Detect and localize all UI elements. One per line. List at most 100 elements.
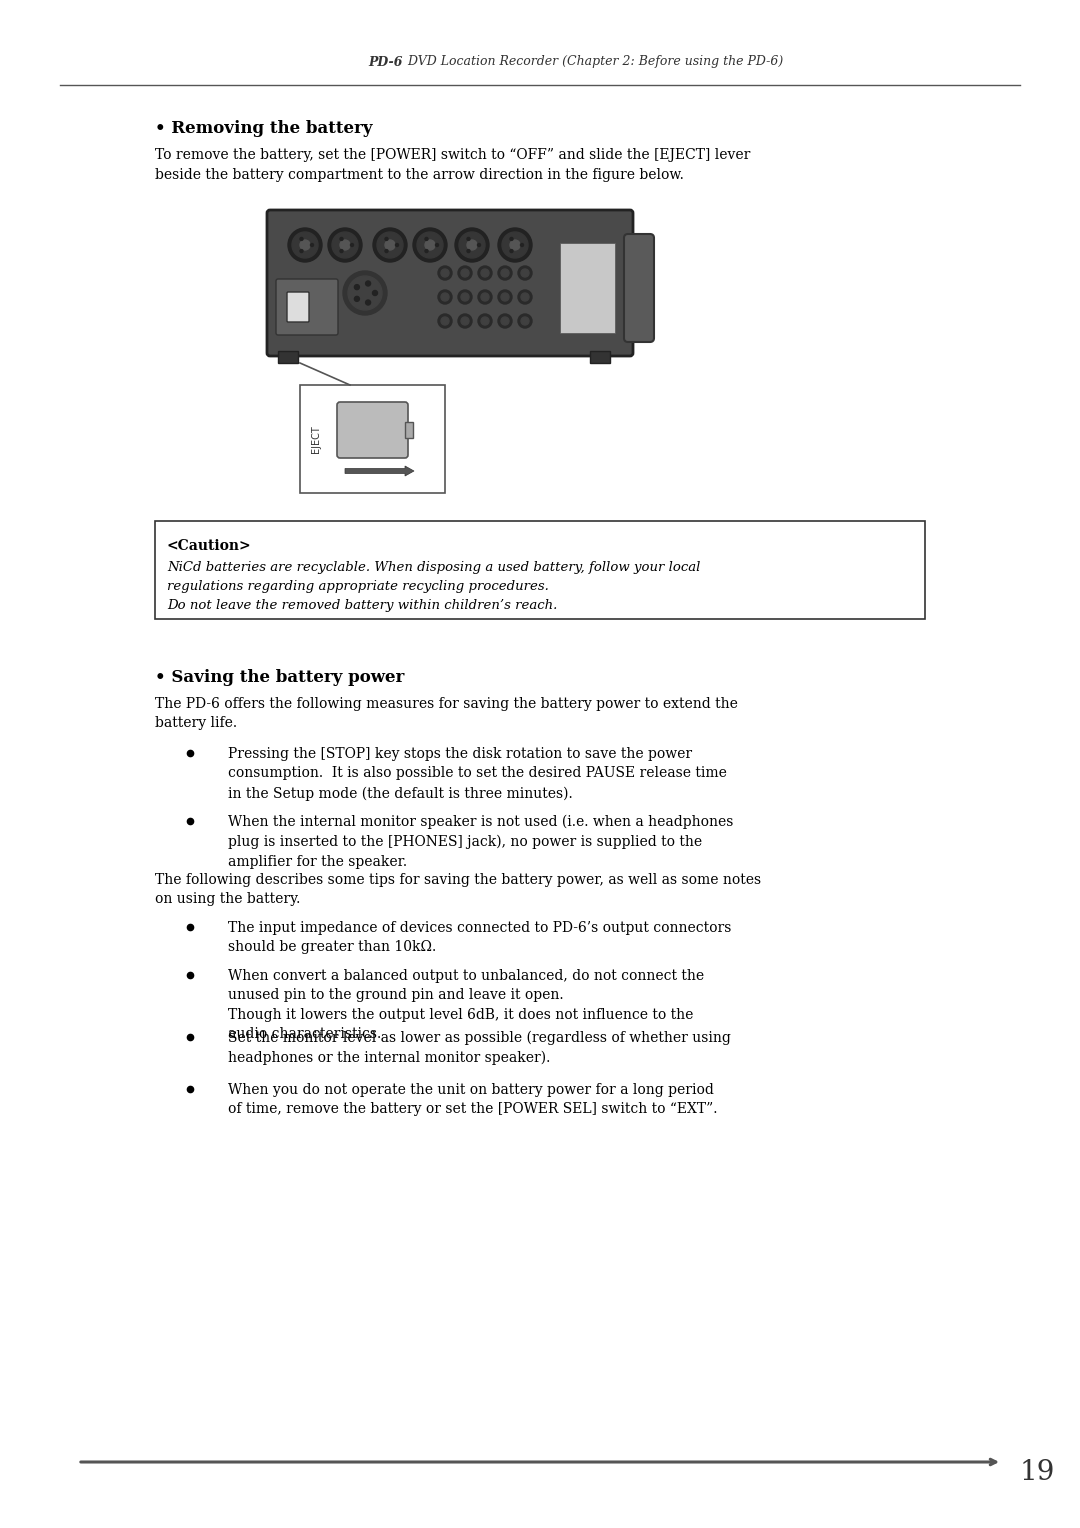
Circle shape (351, 243, 353, 246)
Circle shape (498, 290, 512, 304)
Text: Set the monitor level as lower as possible (regardless of whether using
headphon: Set the monitor level as lower as possib… (228, 1031, 731, 1065)
FancyBboxPatch shape (300, 385, 445, 494)
Circle shape (395, 243, 399, 246)
Circle shape (501, 293, 509, 301)
Circle shape (455, 228, 489, 261)
Circle shape (426, 237, 428, 240)
Circle shape (478, 266, 492, 280)
Circle shape (518, 313, 532, 329)
Circle shape (510, 240, 519, 251)
Circle shape (300, 240, 310, 251)
Text: To remove the battery, set the [POWER] switch to “OFF” and slide the [EJECT] lev: To remove the battery, set the [POWER] s… (156, 148, 751, 182)
Circle shape (438, 266, 453, 280)
Circle shape (478, 290, 492, 304)
Text: The PD-6 offers the following measures for saving the battery power to extend th: The PD-6 offers the following measures f… (156, 697, 738, 730)
Circle shape (328, 228, 362, 261)
Circle shape (467, 240, 477, 251)
Text: • Removing the battery: • Removing the battery (156, 121, 373, 138)
Circle shape (501, 269, 509, 277)
Bar (561, 243, 615, 333)
FancyBboxPatch shape (287, 292, 309, 322)
Circle shape (498, 313, 512, 329)
Circle shape (417, 232, 443, 258)
Circle shape (481, 316, 489, 325)
Text: EJECT: EJECT (311, 425, 321, 452)
Circle shape (458, 290, 472, 304)
FancyBboxPatch shape (624, 234, 654, 342)
Circle shape (300, 249, 303, 252)
Circle shape (354, 296, 360, 301)
Circle shape (441, 316, 449, 325)
Circle shape (384, 237, 388, 240)
Circle shape (438, 290, 453, 304)
Circle shape (510, 249, 513, 252)
Circle shape (481, 293, 489, 301)
Circle shape (288, 228, 322, 261)
FancyBboxPatch shape (267, 209, 633, 356)
FancyBboxPatch shape (337, 402, 408, 458)
Circle shape (292, 232, 318, 258)
Circle shape (467, 249, 470, 252)
Bar (405, 422, 413, 439)
Circle shape (518, 290, 532, 304)
Circle shape (384, 240, 395, 251)
Circle shape (501, 316, 509, 325)
Circle shape (300, 237, 303, 240)
Circle shape (478, 313, 492, 329)
Text: The input impedance of devices connected to PD-6’s output connectors
should be g: The input impedance of devices connected… (228, 921, 731, 955)
Circle shape (521, 316, 529, 325)
Circle shape (373, 228, 407, 261)
Circle shape (459, 232, 485, 258)
Text: PD-6: PD-6 (368, 55, 403, 69)
Circle shape (498, 266, 512, 280)
Text: When you do not operate the unit on battery power for a long period
of time, rem: When you do not operate the unit on batt… (228, 1083, 717, 1117)
Text: <Caution>: <Caution> (167, 539, 252, 553)
Circle shape (510, 237, 513, 240)
Text: When convert a balanced output to unbalanced, do not connect the
unused pin to t: When convert a balanced output to unbala… (228, 969, 704, 1042)
Text: The following describes some tips for saving the battery power, as well as some : The following describes some tips for sa… (156, 872, 761, 906)
Circle shape (373, 290, 378, 295)
Circle shape (458, 266, 472, 280)
Text: NiCd batteries are recyclable. When disposing a used battery, follow your local
: NiCd batteries are recyclable. When disp… (167, 561, 700, 613)
Circle shape (518, 266, 532, 280)
Circle shape (461, 269, 469, 277)
Circle shape (521, 269, 529, 277)
Circle shape (521, 293, 529, 301)
FancyBboxPatch shape (276, 280, 338, 335)
Circle shape (481, 269, 489, 277)
Circle shape (502, 232, 528, 258)
Circle shape (441, 293, 449, 301)
Circle shape (340, 237, 343, 240)
Circle shape (521, 243, 524, 246)
Bar (590, 351, 610, 364)
Circle shape (332, 232, 357, 258)
FancyBboxPatch shape (156, 521, 924, 619)
Circle shape (467, 237, 470, 240)
Circle shape (311, 243, 313, 246)
Circle shape (354, 284, 360, 290)
Bar (278, 351, 298, 364)
Circle shape (348, 277, 382, 310)
Text: Pressing the [STOP] key stops the disk rotation to save the power
consumption.  : Pressing the [STOP] key stops the disk r… (228, 747, 727, 801)
Circle shape (438, 313, 453, 329)
Circle shape (377, 232, 403, 258)
Circle shape (413, 228, 447, 261)
Circle shape (461, 293, 469, 301)
Circle shape (426, 240, 435, 251)
Circle shape (384, 249, 388, 252)
Text: • Saving the battery power: • Saving the battery power (156, 669, 404, 686)
Text: When the internal monitor speaker is not used (i.e. when a headphones
plug is in: When the internal monitor speaker is not… (228, 814, 733, 869)
Text: 19: 19 (1020, 1459, 1055, 1485)
Circle shape (498, 228, 532, 261)
Circle shape (426, 249, 428, 252)
Circle shape (435, 243, 438, 246)
Circle shape (366, 299, 370, 306)
Circle shape (477, 243, 481, 246)
FancyArrow shape (345, 466, 414, 477)
Circle shape (366, 281, 370, 286)
Circle shape (458, 313, 472, 329)
Circle shape (340, 240, 350, 251)
Circle shape (441, 269, 449, 277)
Circle shape (340, 249, 343, 252)
Text: DVD Location Recorder (Chapter 2: Before using the PD-6): DVD Location Recorder (Chapter 2: Before… (404, 55, 783, 69)
